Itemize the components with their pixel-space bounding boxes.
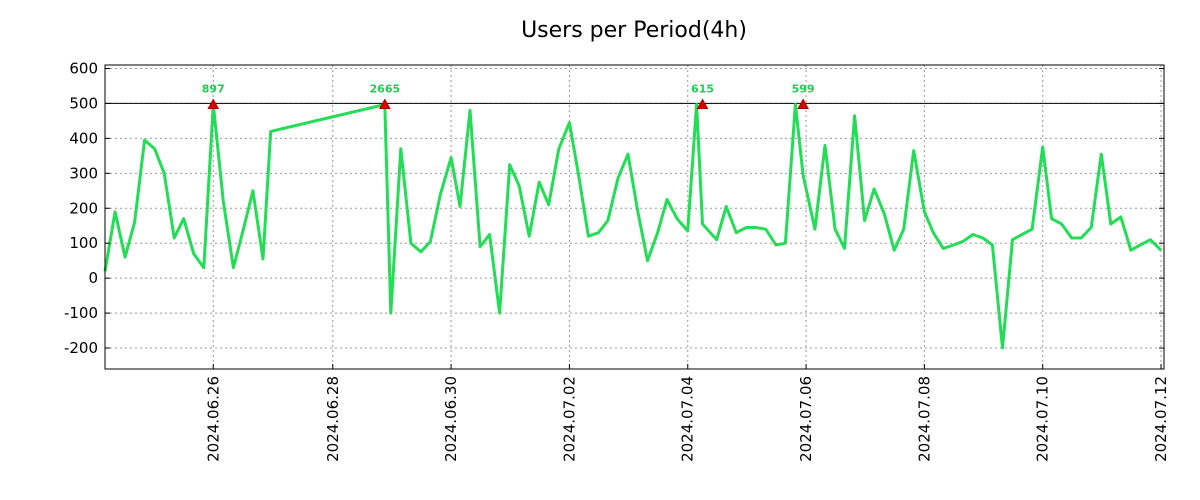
y-axis-ticks: 600 500 400 300 200 100 0 -100 -200 [64, 59, 1164, 357]
x-tick-label: 2024.07.12 [1152, 376, 1170, 462]
peak-label: 897 [202, 82, 225, 95]
x-tick-label: 2024.07.10 [1034, 376, 1052, 462]
peak-label: 615 [691, 82, 714, 95]
x-axis-ticks: 2024.06.26 2024.06.28 2024.06.30 2024.07.02… [204, 364, 1170, 462]
chart-title: Users per Period(4h) [521, 18, 747, 43]
y-tick-label: 600 [69, 59, 98, 77]
x-tick-label: 2024.06.26 [204, 376, 222, 462]
y-tick-label: 500 [69, 94, 98, 112]
y-tick-label: 300 [69, 164, 98, 182]
x-tick-label: 2024.07.02 [560, 376, 578, 462]
series-line [103, 103, 1163, 350]
peak-label: 2665 [370, 82, 401, 95]
x-tick-label: 2024.06.28 [324, 376, 342, 462]
x-tick-label: 2024.07.04 [679, 376, 697, 462]
peak-label: 599 [792, 82, 815, 95]
peak-marker [797, 98, 809, 109]
peak-markers: 897 2665 615 599 [202, 82, 815, 109]
y-tick-label: 0 [88, 269, 98, 287]
y-tick-label: 200 [69, 199, 98, 217]
x-tick-label: 2024.07.06 [797, 376, 815, 462]
peak-marker [207, 98, 220, 109]
peak-marker [696, 98, 709, 109]
y-tick-label: -100 [64, 304, 98, 322]
x-tick-label: 2024.07.08 [915, 376, 933, 462]
y-tick-label: 400 [69, 129, 98, 147]
x-tick-label: 2024.06.30 [442, 376, 460, 462]
plot-frame [104, 64, 1165, 370]
peak-marker [378, 98, 391, 109]
y-tick-label: -200 [64, 339, 98, 357]
series-layer [103, 103, 1163, 350]
y-tick-label: 100 [69, 234, 98, 252]
